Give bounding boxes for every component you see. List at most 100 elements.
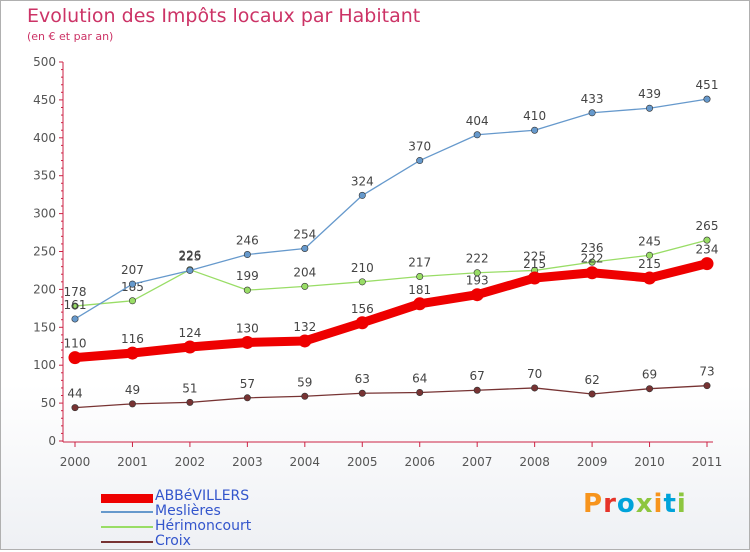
data-label: 254 [293,227,316,241]
data-point [703,382,711,390]
data-label: 324 [351,174,374,188]
x-tick-label: 2011 [692,455,723,469]
chart-subtitle: (en € et par an) [27,30,114,43]
proxiti-logo: Proxiti [583,489,687,519]
data-point [585,266,599,280]
x-tick-label: 2007 [462,455,493,469]
data-point [240,335,254,349]
series-line-0 [70,259,712,363]
data-point [416,273,424,281]
data-label: 370 [408,140,431,154]
data-label: 161 [64,298,87,312]
series-line-1 [74,98,708,320]
y-tick-label: 350 [33,169,56,183]
data-point [125,346,139,360]
y-tick-label: 400 [33,131,56,145]
data-label: 178 [64,285,87,299]
data-label: 246 [236,234,259,248]
series-line-2 [74,239,708,307]
data-label: 116 [121,332,144,346]
x-tick-label: 2005 [347,455,378,469]
data-point [470,288,484,302]
data-label: 49 [125,383,140,397]
legend-swatch-croix [101,541,153,543]
x-tick-label: 2006 [404,455,435,469]
data-label: 236 [581,241,604,255]
data-point [71,315,79,323]
series-line-3 [74,385,708,409]
y-tick-label: 450 [33,93,56,107]
data-point [473,386,481,394]
legend-swatch-meslieres [101,511,153,513]
data-point [703,95,711,103]
data-label: 110 [64,337,87,351]
data-label: 210 [351,261,374,275]
data-label: 132 [293,320,316,334]
data-label: 226 [178,249,201,263]
data-label: 265 [696,219,719,233]
data-point [413,297,427,311]
data-label: 222 [581,252,604,266]
legend-swatch-herimoncourt [101,526,153,528]
data-point [646,104,654,112]
legend-label-abbevillers: ABBéVILLERS [155,488,250,504]
data-point [646,251,654,259]
data-label: 225 [178,249,201,263]
data-point [358,389,366,397]
data-point [298,334,312,348]
data-point [71,404,79,412]
data-label: 57 [240,377,255,391]
data-point [243,286,251,294]
data-label: 204 [293,265,316,279]
data-point [128,297,136,305]
data-label: 217 [408,256,431,270]
data-label: 181 [408,283,431,297]
x-tick-label: 2002 [175,455,206,469]
data-point [528,271,542,285]
y-tick-label: 500 [33,55,56,69]
data-label: 410 [523,109,546,123]
data-label: 67 [470,369,485,383]
x-tick-label: 2009 [577,455,608,469]
data-point [301,392,309,400]
y-tick-label: 200 [33,282,56,296]
data-point [301,282,309,290]
data-point [588,109,596,117]
data-label: 207 [121,263,144,277]
data-point [588,390,596,398]
data-label: 44 [67,387,82,401]
x-tick-label: 2010 [634,455,665,469]
data-point [700,257,714,271]
data-label: 64 [412,371,427,385]
data-point [531,384,539,392]
data-label: 234 [696,243,719,257]
data-point [68,351,82,365]
data-point [416,388,424,396]
y-tick-label: 0 [48,434,56,448]
x-tick-label: 2001 [117,455,148,469]
data-point [183,340,197,354]
data-point [301,244,309,252]
data-label: 156 [351,302,374,316]
data-point [186,266,194,274]
data-label: 451 [696,78,719,92]
data-point [473,269,481,277]
data-label: 404 [466,114,489,128]
data-label: 69 [642,368,657,382]
data-point [643,271,657,285]
y-tick-label: 150 [33,320,56,334]
data-label: 130 [236,321,259,335]
data-label: 63 [355,372,370,386]
legend-label-meslieres: Meslières [155,503,221,519]
y-tick-label: 100 [33,358,56,372]
x-tick-label: 2004 [290,455,321,469]
data-label: 70 [527,367,542,381]
data-label: 124 [178,326,201,340]
data-point [186,398,194,406]
x-tick-label: 2008 [519,455,550,469]
data-point [703,236,711,244]
data-label: 199 [236,269,259,283]
data-label: 225 [523,249,546,263]
